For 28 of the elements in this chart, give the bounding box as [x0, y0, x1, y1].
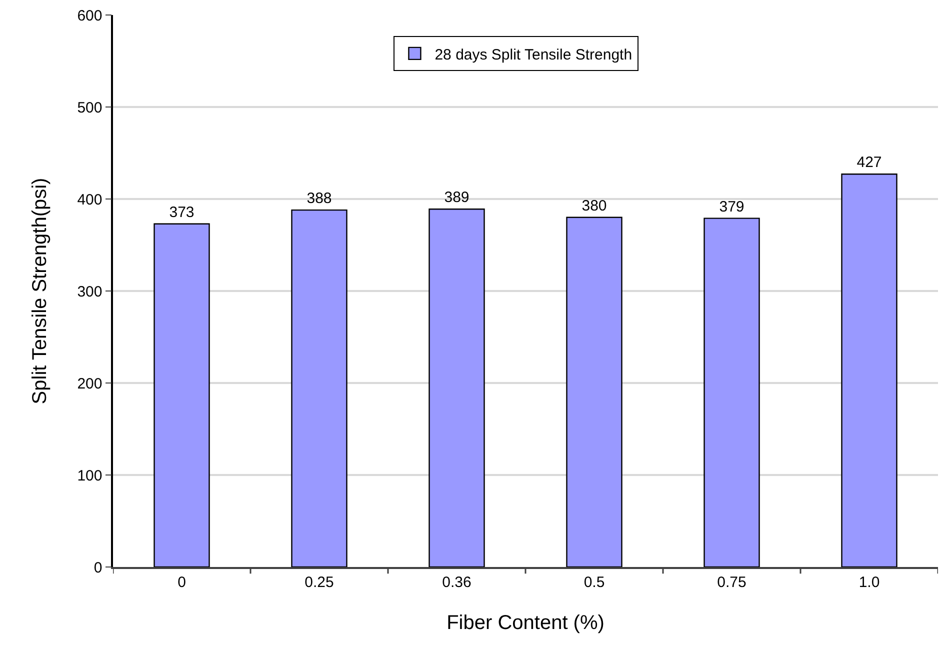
data-label: 380: [582, 197, 607, 214]
data-label: 379: [719, 198, 744, 216]
y-tick-label: 100: [77, 467, 102, 484]
bar: [428, 208, 485, 567]
bar: [154, 223, 210, 567]
x-tick-label: 0.75: [717, 574, 746, 591]
y-tick-label: 400: [77, 191, 102, 208]
bar: [704, 218, 760, 567]
x-tick-label: 0: [178, 574, 186, 591]
y-tick-label: 0: [94, 559, 102, 576]
data-label: 373: [169, 204, 194, 221]
bar: [841, 174, 898, 567]
x-tick-label: 0.5: [584, 574, 605, 591]
x-tick-label: 1.0: [858, 574, 880, 591]
y-tick-label: 500: [77, 99, 102, 116]
y-axis-title: Split Tensile Strength(psi): [29, 178, 52, 404]
data-label: 388: [306, 190, 332, 208]
y-tick-label: 600: [77, 7, 102, 24]
legend-label: 28 days Split Tensile Strength: [434, 46, 632, 64]
y-tick-label: 200: [77, 375, 102, 392]
x-tick-label: 0.25: [304, 574, 334, 591]
bar: [566, 216, 622, 567]
data-label: 389: [444, 189, 470, 206]
data-label: 427: [856, 154, 882, 172]
x-tick-label: 0.36: [442, 574, 472, 591]
y-tick-label: 300: [77, 283, 102, 300]
bar: [291, 209, 348, 567]
x-axis-title: Fiber Content (%): [446, 612, 604, 634]
